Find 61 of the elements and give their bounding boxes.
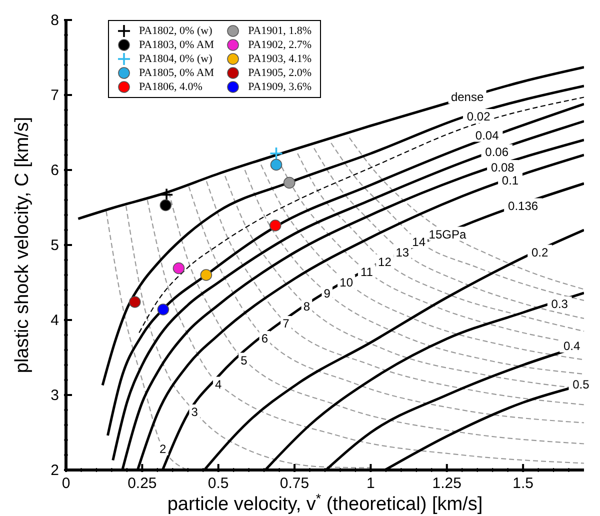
legend-label: PA1903, 4.1% xyxy=(248,52,312,66)
x-tick-label: 1.25 xyxy=(432,475,462,492)
line-series xyxy=(330,142,584,302)
annotation: 0.136 xyxy=(508,198,538,213)
x-tick-label: 0.75 xyxy=(280,475,310,492)
annotation: 4 xyxy=(215,377,222,392)
y-tick-label: 3 xyxy=(50,387,59,404)
x-tick-label: 1.5 xyxy=(512,475,534,492)
annotation: dense xyxy=(450,90,484,104)
y-axis-title: plastic shock velocity, C [km/s] xyxy=(12,116,33,374)
y-tick-label: 2 xyxy=(50,462,59,479)
annotation: 8 xyxy=(303,299,310,314)
x-tick-label: 0.25 xyxy=(128,475,157,492)
x-axis-title: particle velocity, v$^{*}$ (theoretical) [km/s] xyxy=(167,490,483,515)
annotation: 0.08 xyxy=(490,160,515,174)
annotation: 0.02 xyxy=(466,110,491,124)
annotation: 11 xyxy=(360,264,374,279)
line-series xyxy=(125,205,372,468)
annotation: 10 xyxy=(340,275,354,290)
x-tick-label: 0 xyxy=(62,475,70,492)
x-tick-label: 0.5 xyxy=(208,475,229,492)
line-series xyxy=(76,66,584,220)
y-tick-label: 8 xyxy=(50,12,59,29)
point xyxy=(200,269,212,281)
annotation: 0.1 xyxy=(502,173,519,188)
legend-label: PA1802, 0% (w) xyxy=(139,24,212,38)
annotation: 0.2 xyxy=(531,245,548,260)
point xyxy=(269,220,282,232)
y-tick-label: 4 xyxy=(50,312,59,329)
legend-label: PA1805, 0% AM xyxy=(139,66,214,80)
legend-label: PA1905, 2.0% xyxy=(248,66,312,80)
annotation: 6 xyxy=(261,332,268,346)
legend-label: PA1803, 0% AM xyxy=(139,38,214,52)
annotation: 9 xyxy=(324,286,331,300)
point xyxy=(157,304,170,316)
legend-label: PA1806, 4.0% xyxy=(139,80,202,94)
legend-label: PA1901, 1.8% xyxy=(248,24,312,38)
annotation: 7 xyxy=(282,316,290,330)
annotation: 0.3 xyxy=(551,297,568,311)
point xyxy=(172,262,185,274)
point xyxy=(270,158,282,171)
annotation: 14 xyxy=(412,234,426,249)
annotation: 13 xyxy=(396,245,410,260)
legend-label: PA1909, 3.6% xyxy=(248,80,312,94)
annotation: 0.04 xyxy=(475,128,500,142)
annotation: 0.06 xyxy=(485,144,509,159)
y-tick-label: 6 xyxy=(50,162,59,179)
legend-label: PA1804, 0% (w) xyxy=(139,52,212,66)
point xyxy=(128,296,141,308)
point xyxy=(283,176,296,189)
annotation: 3 xyxy=(191,405,198,419)
line-series xyxy=(106,210,188,470)
x-tick-label: 1 xyxy=(366,475,375,492)
point xyxy=(160,199,172,212)
annotation: 2 xyxy=(160,442,167,456)
annotation: 12 xyxy=(378,255,392,269)
legend-label: PA1902, 2.7% xyxy=(248,38,312,52)
annotation: 5 xyxy=(240,353,248,368)
y-tick-label: 7 xyxy=(50,87,59,104)
y-tick-label: 5 xyxy=(50,237,59,254)
annotation: 0.4 xyxy=(563,339,580,353)
